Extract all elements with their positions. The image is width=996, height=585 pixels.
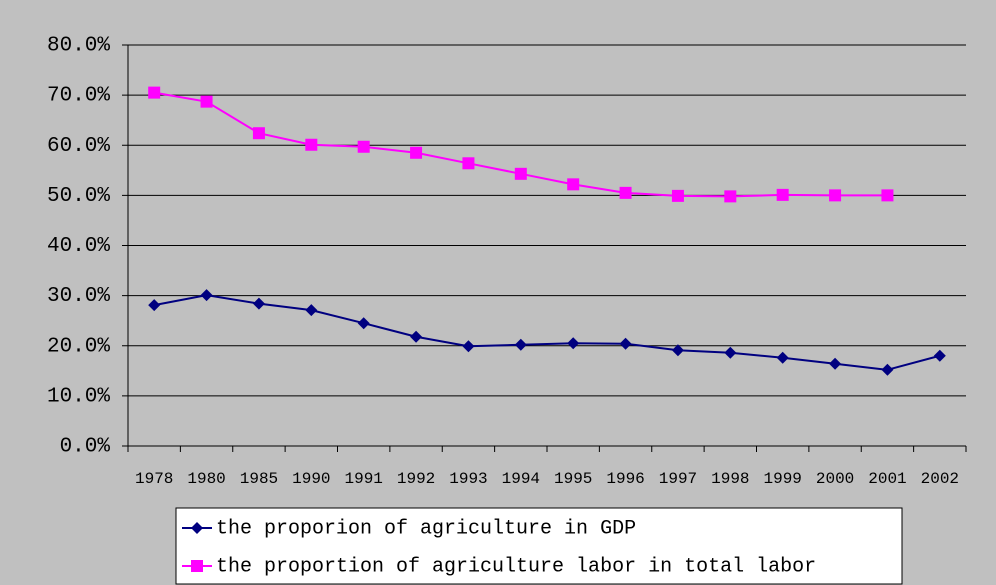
data-point (462, 157, 475, 170)
y-tick-label: 30.0% (47, 285, 110, 308)
data-point (410, 146, 423, 159)
data-point (567, 337, 580, 350)
y-tick-label: 50.0% (47, 185, 110, 208)
x-tick-label: 1990 (292, 470, 330, 488)
x-tick-label: 1998 (711, 470, 749, 488)
series-line (154, 294, 941, 371)
data-point (881, 189, 894, 202)
data-point (829, 189, 842, 202)
data-point (191, 560, 203, 572)
data-point (200, 289, 213, 302)
y-tick-label: 60.0% (47, 135, 110, 158)
x-tick-label: 1994 (502, 470, 540, 488)
data-point (514, 167, 527, 180)
y-tick-label: 70.0% (47, 85, 110, 108)
x-tick-label: 1978 (135, 470, 173, 488)
data-point (148, 86, 161, 99)
data-point (567, 178, 580, 191)
y-tick-label: 10.0% (47, 385, 110, 408)
x-tick-label: 1993 (449, 470, 487, 488)
x-tick-label: 1985 (240, 470, 278, 488)
x-tick-label: 1999 (763, 470, 801, 488)
data-point (148, 299, 161, 312)
data-point (305, 304, 318, 317)
data-point (357, 317, 370, 330)
data-point (776, 351, 789, 364)
x-tick-label: 1995 (554, 470, 592, 488)
data-point (724, 190, 737, 203)
data-point (252, 297, 265, 310)
legend-label: the proporion of agriculture in GDP (216, 517, 636, 540)
data-point (671, 344, 684, 357)
data-point (357, 140, 370, 153)
data-point (933, 349, 946, 362)
legend: the proporion of agriculture in GDP the p… (175, 507, 903, 585)
x-tick-label: 1980 (187, 470, 225, 488)
data-point (724, 346, 737, 359)
x-tick-label: 1997 (659, 470, 697, 488)
x-tick-label: 2000 (816, 470, 854, 488)
y-tick-label: 80.0% (47, 35, 110, 58)
y-tick-label: 40.0% (47, 235, 110, 258)
legend-box (175, 507, 903, 585)
data-point (619, 186, 632, 199)
x-tick-label: 2002 (921, 470, 959, 488)
data-point (619, 337, 632, 350)
data-point (829, 357, 842, 370)
x-tick-label: 1992 (397, 470, 435, 488)
x-tick-label: 1991 (344, 470, 382, 488)
data-point (410, 330, 423, 343)
data-point (671, 189, 684, 202)
data-point (200, 95, 213, 108)
y-tick-label: 0.0% (60, 436, 111, 459)
data-point (462, 340, 475, 353)
x-tick-label: 1996 (606, 470, 644, 488)
x-tick-label: 2001 (868, 470, 906, 488)
data-point (252, 127, 265, 140)
legend-label: the proportion of agriculture labor in t… (216, 555, 816, 578)
data-point (881, 363, 894, 376)
data-point (191, 522, 203, 534)
data-point (776, 188, 789, 201)
data-point (305, 138, 318, 151)
y-tick-label: 20.0% (47, 335, 110, 358)
data-point (514, 338, 527, 351)
